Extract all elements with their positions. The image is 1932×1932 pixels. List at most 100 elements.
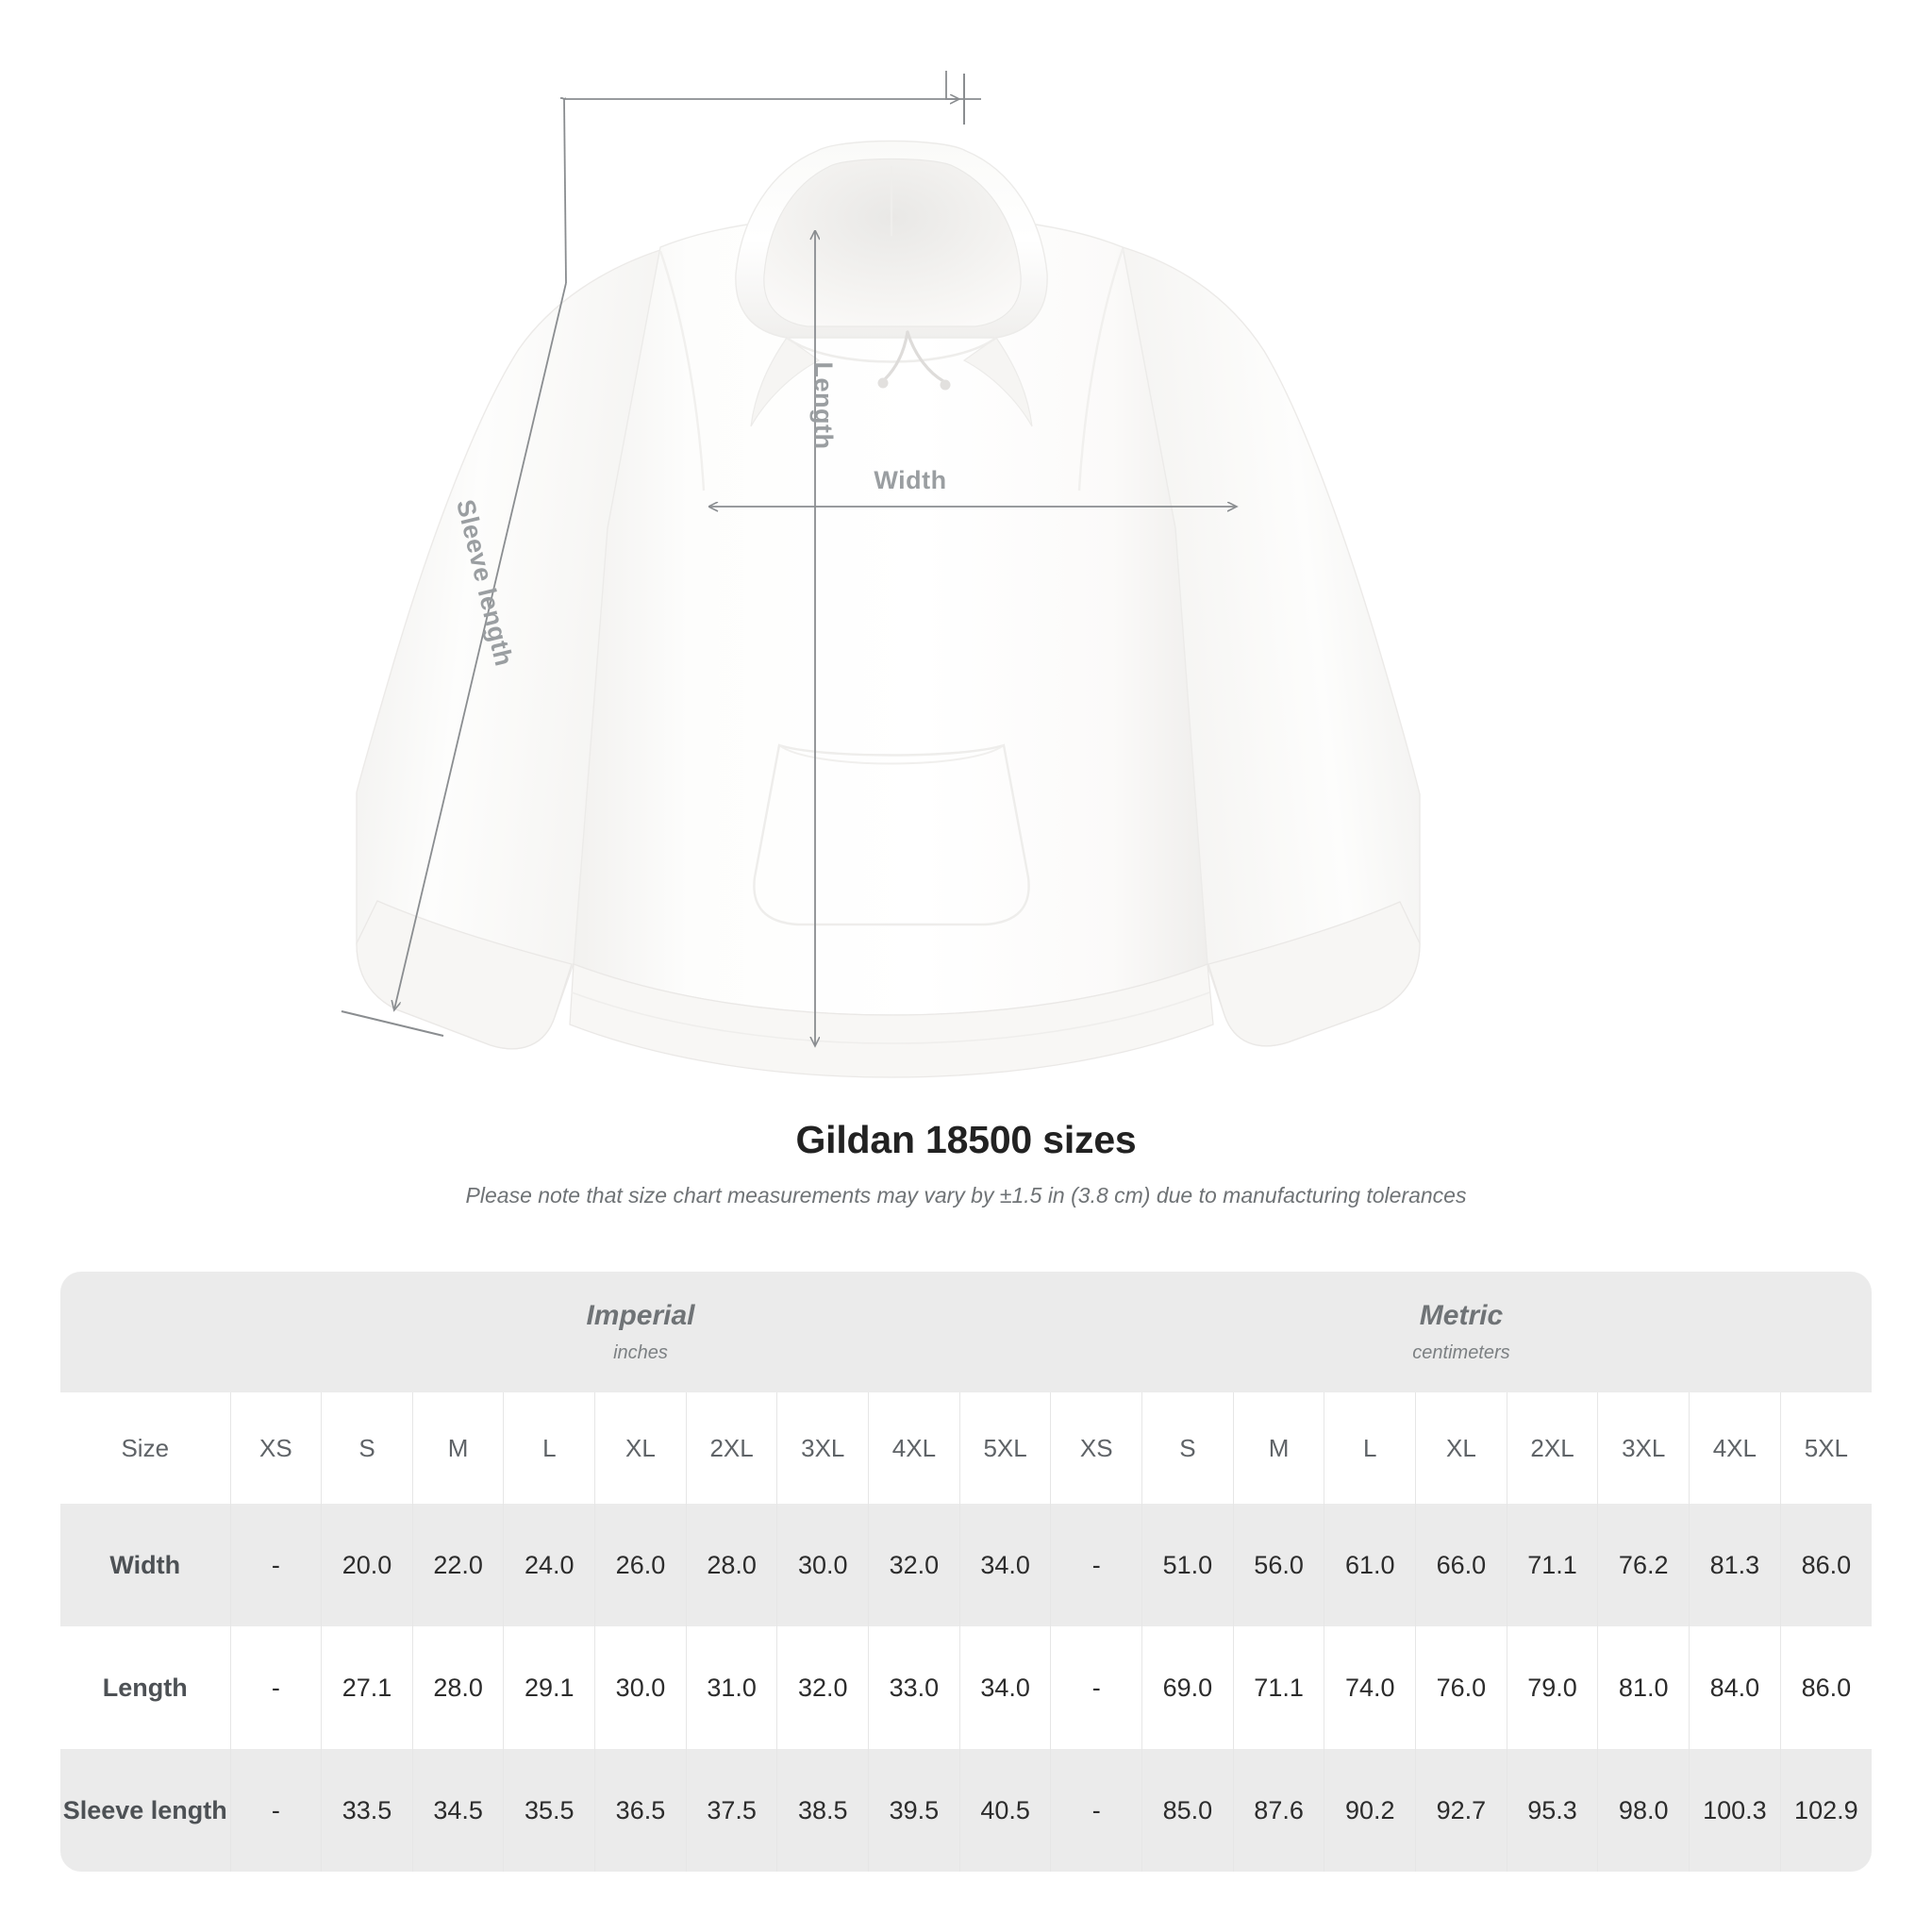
unit-subtitle: centimeters <box>1412 1341 1510 1363</box>
unit-name: Imperial <box>586 1300 695 1332</box>
cell-sleeve-length-metric-m: 87.6 <box>1232 1749 1324 1872</box>
size-header-metric-4xl: 4XL <box>1689 1392 1781 1504</box>
cell-sleeve-length-imperial-4xl: 39.5 <box>868 1749 960 1872</box>
cell-sleeve-length-metric-l: 90.2 <box>1324 1749 1416 1872</box>
size-header-row: Size XS S M L XL 2XL 3XL 4XL 5XL XS S M L XL 2XL 3XL 4XL 5… <box>60 1392 1872 1504</box>
cell-width-imperial-s: 20.0 <box>321 1504 413 1626</box>
cell-sleeve-length-metric-5xl: 102.9 <box>1779 1749 1872 1872</box>
cell-width-imperial-5xl: 34.0 <box>958 1504 1051 1626</box>
size-header-metric-2xl: 2XL <box>1506 1392 1598 1504</box>
table-row: Width -20.0 22.0 24.0 26.0 28.0 30.0 32.0 34.0-5… <box>60 1504 1872 1626</box>
table-row: Sleeve length -33.5 34.5 35.5 36.5 37.5 38.5 39… <box>60 1749 1872 1872</box>
size-header-imperial-4xl: 4XL <box>868 1392 960 1504</box>
sleeve-length-line <box>394 282 567 1009</box>
cell-length-imperial-4xl: 33.0 <box>868 1626 960 1749</box>
cell-length-imperial-m: 28.0 <box>411 1626 504 1749</box>
cell-width-metric-xl: 66.0 <box>1415 1504 1507 1626</box>
cell-width-imperial-xs: - <box>229 1504 322 1626</box>
unit-header-imperial: Imperial inches <box>230 1272 1051 1392</box>
cell-length-metric-s: 69.0 <box>1141 1626 1234 1749</box>
size-header-imperial-2xl: 2XL <box>685 1392 777 1504</box>
cell-length-imperial-xs: - <box>229 1626 322 1749</box>
cell-length-metric-5xl: 86.0 <box>1779 1626 1872 1749</box>
cell-length-metric-xs: - <box>1050 1626 1142 1749</box>
size-header-imperial-xs: XS <box>229 1392 322 1504</box>
cell-sleeve-length-imperial-xs: - <box>229 1749 322 1872</box>
cell-width-metric-xs: - <box>1050 1504 1142 1626</box>
cell-width-imperial-m: 22.0 <box>411 1504 504 1626</box>
size-header-metric-s: S <box>1141 1392 1234 1504</box>
cell-sleeve-length-imperial-m: 34.5 <box>411 1749 504 1872</box>
size-header-imperial-s: S <box>321 1392 413 1504</box>
unit-header-spacer <box>60 1272 230 1392</box>
page-title: Gildan 18500 sizes <box>795 1118 1137 1161</box>
row-label-width: Width <box>60 1504 230 1626</box>
table-row: Length -27.1 28.0 29.1 30.0 31.0 32.0 33.0 34.0-… <box>60 1626 1872 1749</box>
size-header-metric-xs: XS <box>1050 1392 1142 1504</box>
length-label: Length <box>809 362 838 450</box>
size-header-metric-l: L <box>1324 1392 1416 1504</box>
cell-width-metric-2xl: 71.1 <box>1506 1504 1598 1626</box>
cell-length-imperial-s: 27.1 <box>321 1626 413 1749</box>
cell-width-metric-5xl: 86.0 <box>1779 1504 1872 1626</box>
cell-width-metric-4xl: 81.3 <box>1689 1504 1781 1626</box>
cell-length-imperial-l: 29.1 <box>503 1626 595 1749</box>
cell-sleeve-length-metric-3xl: 98.0 <box>1597 1749 1690 1872</box>
garment-diagram-svg: Sleeve length Length Width <box>341 71 1421 1078</box>
title-block: Gildan 18500 sizes Please note that size… <box>0 1118 1932 1208</box>
cell-length-metric-3xl: 81.0 <box>1597 1626 1690 1749</box>
size-header-imperial-m: M <box>411 1392 504 1504</box>
cell-sleeve-length-imperial-xl: 36.5 <box>594 1749 687 1872</box>
cell-width-imperial-3xl: 30.0 <box>776 1504 869 1626</box>
size-header-metric-xl: XL <box>1415 1392 1507 1504</box>
size-header-imperial-xl: XL <box>594 1392 687 1504</box>
sleeve-bottom-tick <box>341 1010 444 1037</box>
row-label-sleeve-length: Sleeve length <box>60 1749 230 1872</box>
hoodie-illustration <box>356 140 1421 1078</box>
size-header-imperial-5xl: 5XL <box>958 1392 1051 1504</box>
cell-sleeve-length-imperial-l: 35.5 <box>503 1749 595 1872</box>
size-header-metric-3xl: 3XL <box>1597 1392 1690 1504</box>
cell-sleeve-length-imperial-5xl: 40.5 <box>958 1749 1051 1872</box>
cell-sleeve-length-metric-xl: 92.7 <box>1415 1749 1507 1872</box>
size-header-metric-5xl: 5XL <box>1779 1392 1872 1504</box>
cell-sleeve-length-imperial-2xl: 37.5 <box>685 1749 777 1872</box>
unit-name: Metric <box>1419 1300 1504 1332</box>
unit-subtitle: inches <box>613 1341 668 1363</box>
size-header-imperial-3xl: 3XL <box>776 1392 869 1504</box>
cell-sleeve-length-metric-s: 85.0 <box>1141 1749 1234 1872</box>
cell-length-metric-2xl: 79.0 <box>1506 1626 1598 1749</box>
cell-length-imperial-5xl: 34.0 <box>958 1626 1051 1749</box>
cell-width-imperial-4xl: 32.0 <box>868 1504 960 1626</box>
cell-width-metric-s: 51.0 <box>1141 1504 1234 1626</box>
cell-sleeve-length-imperial-s: 33.5 <box>321 1749 413 1872</box>
size-header-metric-m: M <box>1232 1392 1324 1504</box>
cell-sleeve-length-metric-4xl: 100.3 <box>1689 1749 1781 1872</box>
cell-length-imperial-2xl: 31.0 <box>685 1626 777 1749</box>
size-header-imperial-l: L <box>503 1392 595 1504</box>
cell-width-metric-3xl: 76.2 <box>1597 1504 1690 1626</box>
size-table: Imperial inches Metric centimeters Size XS S M L… <box>60 1272 1872 1872</box>
cell-length-metric-xl: 76.0 <box>1415 1626 1507 1749</box>
cell-length-imperial-xl: 30.0 <box>594 1626 687 1749</box>
unit-header-metric: Metric centimeters <box>1050 1272 1872 1392</box>
cell-sleeve-length-metric-xs: - <box>1050 1749 1142 1872</box>
cell-sleeve-length-imperial-3xl: 38.5 <box>776 1749 869 1872</box>
cell-width-imperial-2xl: 28.0 <box>685 1504 777 1626</box>
cell-width-imperial-l: 24.0 <box>503 1504 595 1626</box>
cell-sleeve-length-metric-2xl: 95.3 <box>1506 1749 1598 1872</box>
row-label-length: Length <box>60 1626 230 1749</box>
garment-diagram: Sleeve length Length Width <box>341 71 1421 1078</box>
tolerance-note: Please note that size chart measurements… <box>465 1183 1467 1208</box>
cell-length-metric-4xl: 84.0 <box>1689 1626 1781 1749</box>
size-table-wrapper: Imperial inches Metric centimeters Size XS S M L… <box>60 1272 1872 1872</box>
unit-header-row: Imperial inches Metric centimeters <box>60 1272 1872 1392</box>
cell-length-metric-l: 74.0 <box>1324 1626 1416 1749</box>
size-header-label: Size <box>60 1392 230 1504</box>
cell-length-imperial-3xl: 32.0 <box>776 1626 869 1749</box>
cell-width-metric-m: 56.0 <box>1232 1504 1324 1626</box>
cell-length-metric-m: 71.1 <box>1232 1626 1324 1749</box>
width-label: Width <box>874 466 946 494</box>
cell-width-metric-l: 61.0 <box>1324 1504 1416 1626</box>
